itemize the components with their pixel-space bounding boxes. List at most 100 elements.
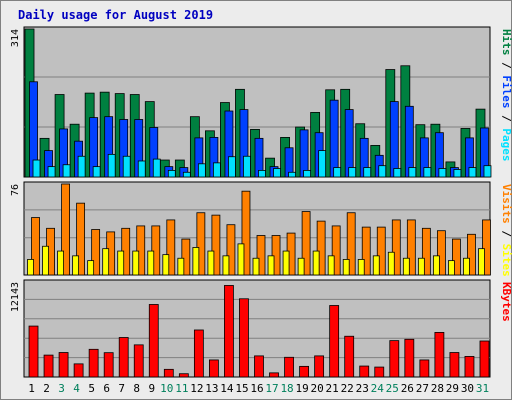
- series-legend-label: Hits / Files / Pages: [500, 29, 512, 162]
- visits-bar: [467, 233, 476, 276]
- sites-bar: [117, 250, 125, 276]
- x-tick-label: 5: [88, 382, 95, 395]
- kbytes-panel: 12143 KBytes: [10, 279, 512, 378]
- hits-legend-text: Hits: [500, 29, 512, 56]
- x-tick-label: 16: [250, 382, 263, 395]
- files-legend-text: Files: [500, 75, 512, 108]
- sites-bar: [342, 259, 350, 276]
- visits-bar: [331, 225, 341, 276]
- visits-bar: [391, 219, 401, 276]
- x-axis-labels: 1 2 3 4 5 6 7 8 9 10 11 12 13 14 15 16 17 18 19 20 21 22 23 24 2…: [28, 382, 489, 395]
- pages-bar: [453, 169, 462, 178]
- sites-bar: [463, 257, 470, 276]
- sites-bar: [402, 257, 410, 276]
- x-tick-label: 29: [446, 382, 459, 395]
- kbytes-bar: [239, 298, 249, 378]
- x-tick-label: 8: [133, 382, 140, 395]
- x-tick-label: 2: [43, 382, 50, 395]
- x-tick-label: 7: [118, 382, 125, 395]
- pages-bar: [348, 167, 357, 178]
- kbytes-bar: [43, 354, 54, 378]
- x-tick-label: 11: [175, 382, 188, 395]
- pages-bar: [468, 167, 477, 178]
- hits-files-pages-panel: 314 Hits / Files / Pages: [10, 26, 512, 178]
- visits-bar: [166, 219, 176, 276]
- kbytes-bar: [359, 365, 370, 378]
- pages-bar: [47, 166, 56, 178]
- kbytes-bar: [464, 356, 475, 378]
- pages-bar: [333, 167, 342, 178]
- visits-bar: [196, 212, 206, 276]
- sites-bar: [297, 257, 305, 276]
- kbytes-bar: [434, 332, 445, 378]
- pages-bar: [32, 159, 41, 178]
- kbytes-bar: [314, 355, 325, 378]
- x-tick-label: 24: [371, 382, 385, 395]
- visits-bar: [61, 183, 70, 276]
- pages-bar: [438, 168, 447, 178]
- pages-bar: [92, 166, 101, 178]
- x-tick-label: 12: [190, 382, 203, 395]
- files-bar: [299, 129, 309, 178]
- x-tick-label: 4: [73, 382, 80, 395]
- kbytes-bar: [88, 348, 99, 378]
- kbytes-bar: [73, 363, 84, 378]
- visits-bar: [406, 219, 416, 276]
- visits-bar: [211, 214, 221, 276]
- kbytes-bar: [58, 352, 69, 378]
- x-tick-label: 22: [341, 382, 354, 395]
- pages-bar: [122, 155, 131, 178]
- files-bar: [329, 99, 339, 178]
- sites-bar: [42, 245, 49, 276]
- sites-bar: [222, 255, 230, 276]
- kbytes-bar: [344, 335, 355, 378]
- kbytes-bar: [118, 337, 129, 378]
- pages-bar: [213, 162, 221, 178]
- visits-bar: [226, 224, 236, 276]
- x-tick-label: 21: [326, 382, 339, 395]
- pages-bar: [152, 158, 161, 178]
- pages-bar: [167, 170, 176, 178]
- sites-bar: [387, 251, 395, 276]
- kbytes-bar: [254, 355, 264, 378]
- sites-bar: [57, 250, 64, 276]
- kbytes-bar: [178, 373, 189, 378]
- sites-bar: [417, 257, 425, 276]
- x-tick-label: 25: [386, 382, 399, 395]
- x-tick-label: 6: [103, 382, 110, 395]
- pages-bar: [197, 163, 206, 178]
- kbytes-bar: [419, 359, 430, 378]
- kbytes-bar: [329, 305, 340, 378]
- kbytes-bar: [374, 366, 385, 378]
- x-tick-label: 26: [401, 382, 414, 395]
- x-tick-label: 3: [58, 382, 65, 395]
- x-tick-label: 27: [416, 382, 429, 395]
- kbytes-bar: [148, 304, 159, 378]
- pages-bar: [62, 164, 71, 178]
- sites-bar: [252, 257, 260, 276]
- series-legend-label: Visits / Sites: [500, 184, 512, 277]
- pages-bar: [258, 170, 266, 178]
- pages-bar: [303, 170, 311, 178]
- kbytes-bar: [133, 344, 144, 378]
- sites-bar: [432, 255, 440, 276]
- sites-legend-text: Sites: [500, 244, 512, 277]
- kbytes-bar: [163, 368, 174, 378]
- sites-bar: [177, 257, 185, 276]
- sites-bar: [72, 255, 80, 276]
- pages-bar: [182, 171, 191, 178]
- visits-bar: [452, 238, 461, 276]
- visits-bar: [136, 225, 146, 276]
- x-tick-label: 18: [280, 382, 293, 395]
- visits-bar: [421, 227, 431, 276]
- y-max-tick-label: 314: [10, 29, 21, 47]
- x-tick-label: 20: [311, 382, 324, 395]
- sites-bar: [207, 250, 215, 276]
- visits-bar: [151, 225, 161, 276]
- visits-bar: [376, 226, 386, 276]
- visits-bar: [181, 238, 191, 276]
- pages-bar: [408, 167, 417, 178]
- x-tick-label: 10: [160, 382, 173, 395]
- pages-bar: [288, 171, 296, 178]
